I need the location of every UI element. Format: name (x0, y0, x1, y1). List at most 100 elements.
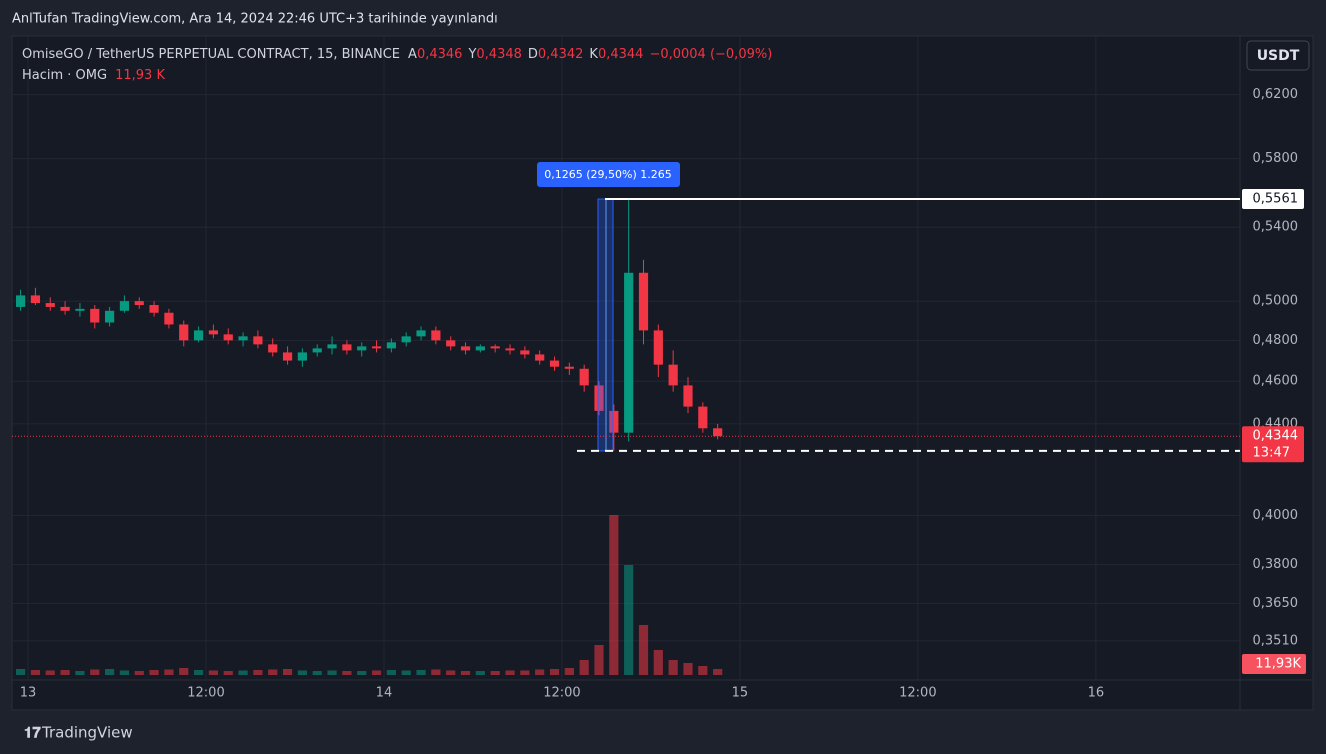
logo-icon: 𝟏𝟕 (24, 724, 41, 742)
volume-bar (371, 670, 382, 675)
y-tick-label: 0,3800 (1253, 557, 1299, 572)
candle-body (119, 301, 130, 311)
candle-body (505, 348, 515, 351)
volume-bar (520, 670, 530, 675)
currency-button[interactable] (1246, 40, 1310, 71)
candle-body (475, 346, 485, 351)
volume-label: Hacim · OMG (22, 68, 107, 83)
candle-body (312, 348, 322, 353)
volume-bar (342, 671, 352, 675)
volume-bar (698, 666, 708, 675)
candle-body (549, 360, 560, 367)
volume-bar (223, 671, 233, 675)
volume-value: 11,93 K (115, 68, 165, 83)
x-tick-label: 12:00 (187, 686, 224, 701)
volume-bar (564, 668, 574, 675)
candle-body (668, 364, 678, 386)
price-line-tag (1242, 189, 1304, 210)
chart-panel (11, 35, 1314, 711)
candle-body (371, 346, 382, 349)
volume-bar (119, 670, 130, 675)
legend: OmiseGO / TetherUS PERPETUAL CONTRACT, 1… (22, 47, 772, 62)
volume-bar (104, 669, 115, 675)
candle-body (698, 406, 708, 429)
volume-bar (208, 670, 219, 675)
last-price-label: 0,4344 (1253, 429, 1299, 444)
candle-body (460, 346, 471, 351)
field-key: D (528, 47, 538, 62)
volume-bar (431, 669, 441, 675)
candle-body (564, 366, 574, 369)
candle-body (297, 352, 307, 361)
volume-bar (149, 670, 159, 675)
marks (16, 199, 723, 675)
measure-label-box (537, 162, 680, 188)
y-tick-label: 0,6200 (1253, 87, 1299, 102)
y-tick-label: 0,4000 (1253, 508, 1299, 523)
x-tick-label: 15 (732, 686, 749, 701)
field-value: 0,4342 (538, 47, 584, 62)
candle-body (431, 330, 441, 341)
last-price-tag (1242, 426, 1304, 463)
y-tick-label: 0,4800 (1253, 333, 1299, 348)
candle-body (268, 344, 278, 353)
volume-bar (297, 670, 307, 675)
volume-bar (460, 671, 471, 675)
volume-bar (475, 671, 485, 675)
candle-body (638, 272, 649, 331)
y-tick-label: 0,3510 (1253, 633, 1299, 648)
field-value: 0,4348 (476, 47, 522, 62)
volume-bar (579, 660, 589, 675)
candle-body (401, 336, 411, 343)
candle-body (624, 272, 634, 433)
volume-bar (535, 669, 545, 675)
volume-bar (134, 671, 144, 675)
field-key: K (589, 47, 598, 62)
volume-bar (416, 670, 426, 675)
candle-body (357, 346, 367, 351)
candle-body (45, 303, 55, 307)
x-tick-label: 14 (376, 686, 393, 701)
candle-body (60, 306, 70, 311)
volume-bar (90, 669, 100, 675)
volume-bar (386, 670, 396, 675)
volume-bar (505, 670, 515, 675)
volume-bar (713, 669, 723, 675)
candle-body (30, 295, 41, 304)
volume-bar (357, 671, 367, 675)
field-key: A (408, 47, 417, 62)
volume-bar (683, 663, 693, 675)
price-line-label: 0,5561 (1253, 192, 1299, 207)
x-tick-label: 16 (1088, 686, 1105, 701)
candle-body (490, 346, 500, 349)
volume-bar (594, 645, 604, 675)
volume-bar (327, 670, 337, 675)
candle-body (238, 336, 248, 341)
volume-bar (238, 670, 248, 675)
volume-bar (16, 669, 26, 675)
candle-body (208, 330, 219, 335)
volume-bar (268, 669, 278, 675)
candle-body (594, 385, 604, 411)
header: AnlTufan TradingView.com, Ara 14, 2024 2… (12, 12, 498, 27)
candle-body (75, 308, 85, 311)
candle-body (104, 310, 115, 323)
volume-bar (45, 670, 55, 675)
candle-body (416, 330, 426, 337)
y-tick-label: 0,5800 (1253, 151, 1299, 166)
candle-body (16, 295, 26, 307)
symbol: OmiseGO / TetherUS PERPETUAL CONTRACT, 1… (22, 47, 400, 62)
candle-body (342, 344, 352, 351)
x-tick-label: 12:00 (543, 686, 580, 701)
volume-bar (490, 671, 500, 675)
candle-body (282, 352, 293, 361)
field-value: 0,4346 (417, 47, 463, 62)
volume-bar (549, 669, 560, 675)
currency-button-label[interactable]: USDT (1257, 48, 1300, 64)
candle-body (609, 410, 619, 433)
candle-body (149, 304, 159, 313)
candle-body (446, 340, 456, 347)
volume-bar (30, 670, 41, 675)
volume-bar (60, 670, 70, 675)
